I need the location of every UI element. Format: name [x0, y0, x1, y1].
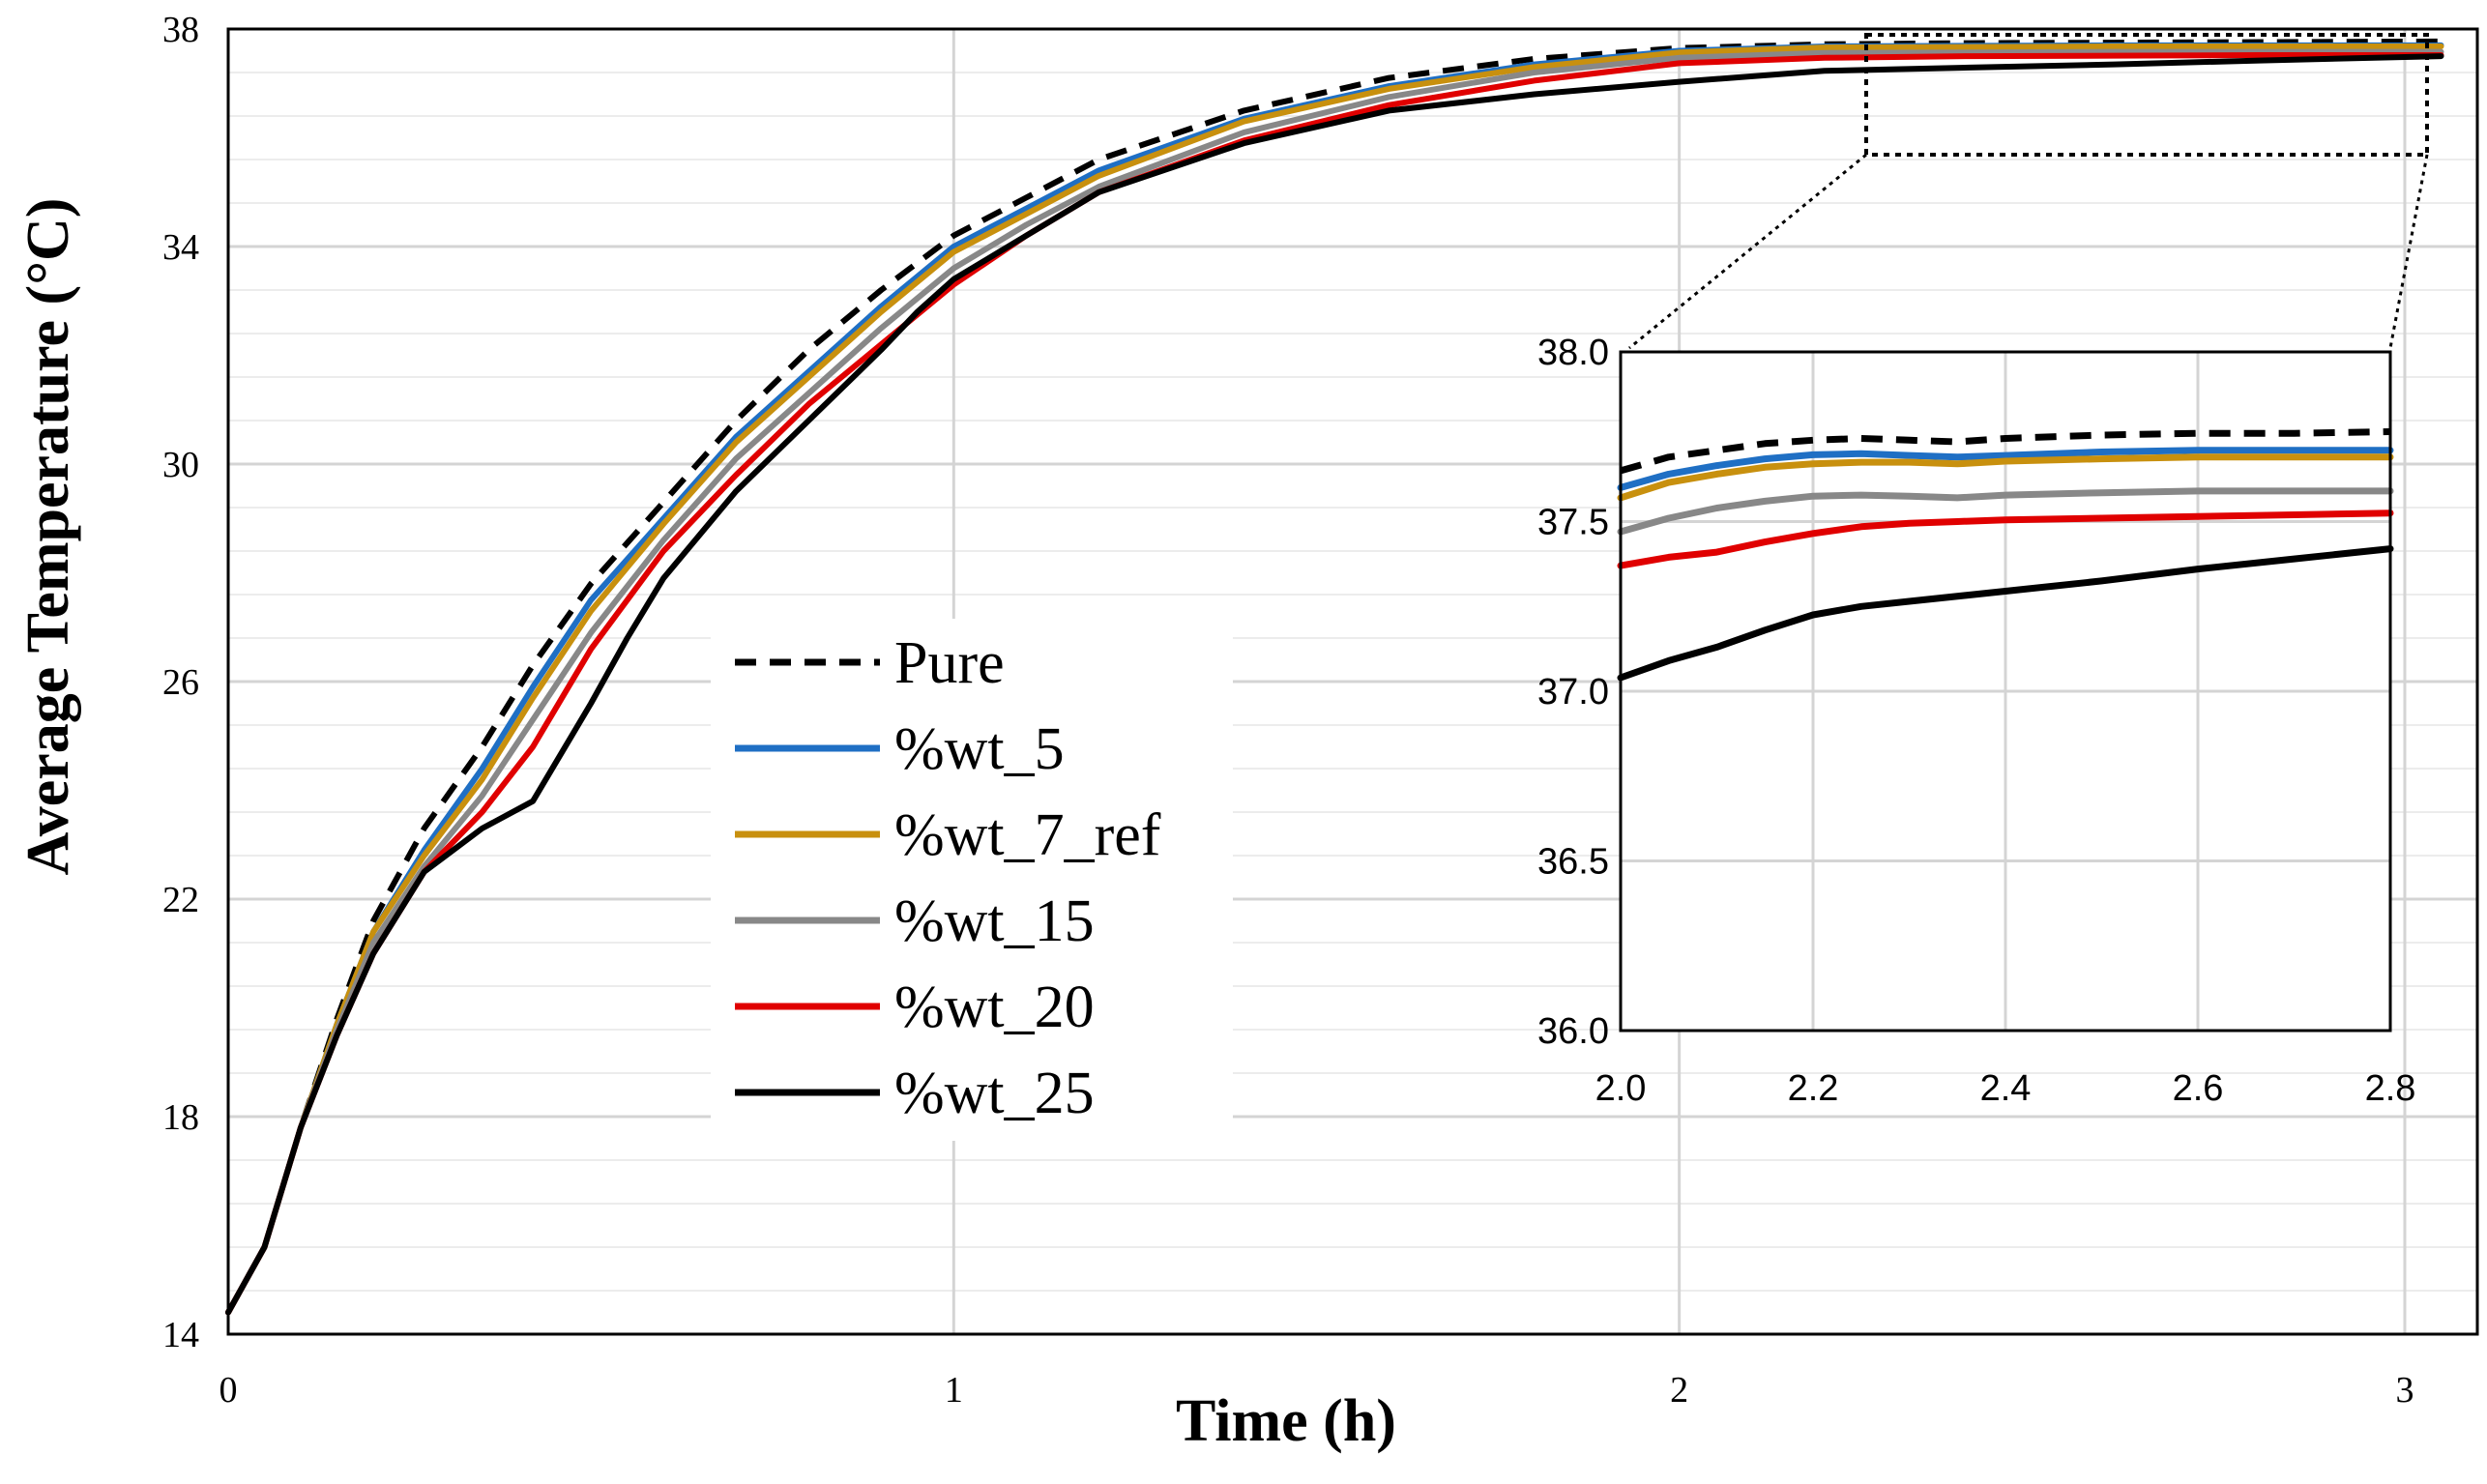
legend-label-wt-15: %wt_15	[894, 888, 1095, 954]
inset-x-tick-label: 2.0	[1595, 1068, 1647, 1109]
main-x-tick-labels: 0 1 2 3	[219, 1370, 2414, 1411]
main-y-tick-label: 38	[162, 10, 199, 50]
inset-plot-frame	[1619, 350, 2392, 1033]
main-series-wt-7-ref	[225, 44, 2444, 1316]
main-y-tick-label: 14	[162, 1315, 199, 1355]
inset-series-pure	[1620, 428, 2391, 475]
inset-y-tick-label: 37.0	[1537, 672, 1609, 713]
main-series-wt-15	[225, 48, 2444, 1316]
zoom-connector-left	[1628, 153, 1867, 350]
main-x-tick-label: 2	[1670, 1370, 1688, 1411]
legend-label-wt-5: %wt_5	[894, 716, 1065, 782]
x-axis-title: Time (h)	[1176, 1388, 1396, 1454]
inset-series-wt-5	[1617, 447, 2394, 491]
main-y-tick-label: 22	[162, 880, 199, 920]
main-series-wt-25	[225, 53, 2444, 1316]
main-x-tick-label: 0	[219, 1370, 238, 1411]
main-y-tick-label: 18	[162, 1097, 199, 1138]
legend-background	[711, 619, 1233, 1141]
inset-series-wt-25	[1617, 545, 2394, 682]
inset-series-wt-20	[1617, 509, 2394, 569]
main-y-tick-label: 26	[162, 662, 199, 703]
inset-y-tick-labels: 36.0 36.5 37.0 37.5 38.0	[1537, 333, 1609, 1052]
main-y-tick-labels: 14 18 22 26 30 34 38	[162, 10, 199, 1355]
legend: Pure %wt_5 %wt_7_ref %wt_15 %wt_20 %wt_25	[711, 619, 1233, 1141]
main-y-tick-label: 30	[162, 445, 199, 485]
inset-x-tick-label: 2.2	[1788, 1068, 1839, 1109]
inset-x-tick-label: 2.6	[2173, 1068, 2224, 1109]
inset-series-wt-15	[1617, 487, 2394, 536]
inset-y-tick-label: 36.0	[1537, 1011, 1609, 1052]
zoom-region-box	[1864, 33, 2429, 157]
inset-x-tick-label: 2.8	[2365, 1068, 2416, 1109]
main-x-tick-label: 1	[945, 1370, 963, 1411]
legend-label-wt-25: %wt_25	[894, 1061, 1095, 1126]
inset-y-tick-label: 36.5	[1537, 842, 1609, 883]
main-y-tick-label: 34	[162, 227, 199, 268]
y-axis-title: Average Temperature (°C)	[15, 198, 81, 876]
inset-x-tick-labels: 2.0 2.2 2.4 2.6 2.8	[1595, 1068, 2416, 1109]
inset-series	[1617, 428, 2394, 682]
legend-label-wt-7-ref: %wt_7_ref	[894, 802, 1161, 868]
inset-x-tick-label: 2.4	[1980, 1068, 2032, 1109]
legend-label-wt-20: %wt_20	[894, 975, 1095, 1040]
legend-label-pure: Pure	[894, 630, 1005, 696]
inset-y-tick-label: 38.0	[1537, 333, 1609, 373]
inset-series-wt-7-ref	[1617, 453, 2394, 502]
main-plot-frame	[226, 27, 2479, 1336]
main-series	[225, 38, 2444, 1316]
main-series-pure	[225, 38, 2442, 1314]
inset-y-tick-label: 37.5	[1537, 503, 1609, 543]
main-x-tick-label: 3	[2395, 1370, 2414, 1411]
zoom-connector-right	[2388, 154, 2429, 349]
